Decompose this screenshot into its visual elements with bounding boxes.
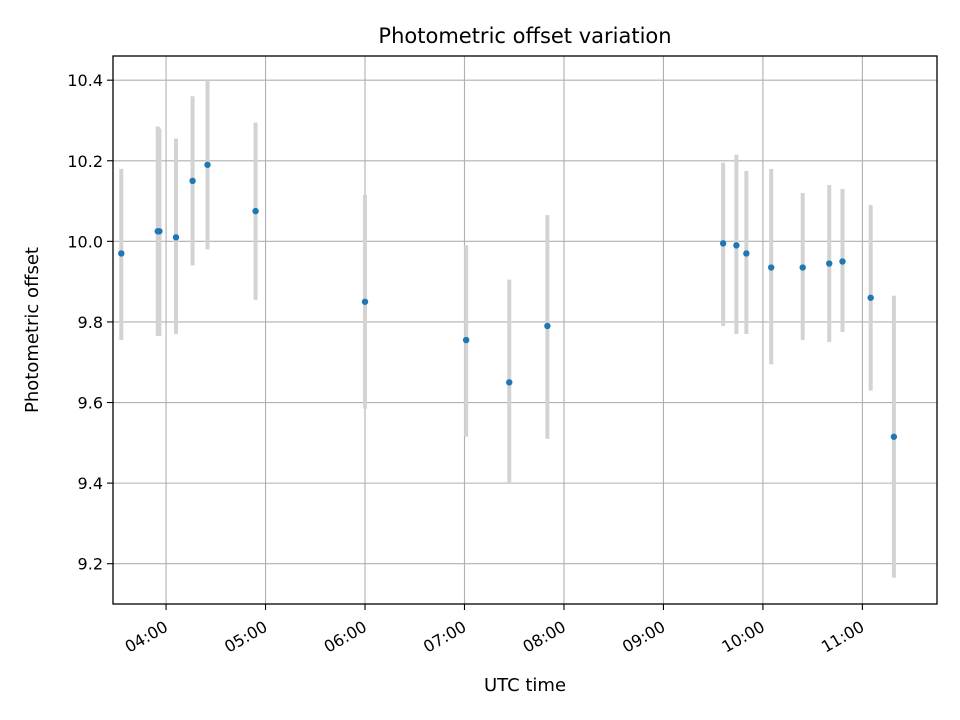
- y-axis-label: Photometric offset: [22, 247, 43, 413]
- data-points: [118, 161, 898, 440]
- data-point: [890, 433, 898, 440]
- grid: [113, 56, 937, 604]
- data-point: [768, 264, 775, 271]
- y-tick-label: 10.0: [67, 232, 103, 251]
- y-tick-label: 10.2: [67, 152, 103, 171]
- plot-frame: [112, 55, 938, 605]
- y-tick-label: 9.4: [78, 474, 103, 493]
- x-axis-label: UTC time: [484, 675, 566, 696]
- data-point: [204, 161, 211, 168]
- y-tick-label: 9.2: [78, 555, 103, 574]
- data-point: [826, 260, 833, 267]
- data-point: [544, 322, 551, 330]
- chart-title: Photometric offset variation: [378, 24, 671, 48]
- data-point: [867, 294, 874, 301]
- y-tick-label: 9.8: [78, 313, 103, 332]
- y-axis: 9.2 9.4 9.6 9.8 10.0 10.2 10.4: [67, 71, 113, 574]
- data-point: [172, 234, 180, 241]
- data-point: [506, 379, 513, 386]
- data-point: [743, 250, 750, 257]
- y-tick-label: 10.4: [67, 71, 103, 90]
- data-point: [361, 298, 369, 305]
- y-tick-label: 9.6: [78, 394, 103, 413]
- data-point: [719, 240, 727, 247]
- data-point: [189, 177, 196, 185]
- data-point: [839, 258, 846, 265]
- data-point: [156, 228, 163, 235]
- data-point: [462, 336, 470, 344]
- data-point: [252, 207, 259, 215]
- data-point: [733, 242, 740, 249]
- data-point: [799, 264, 806, 271]
- data-point: [118, 250, 125, 257]
